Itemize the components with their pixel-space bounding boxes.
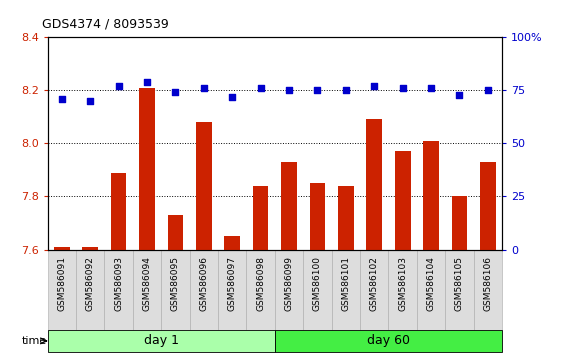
Bar <box>82 247 98 250</box>
Bar <box>133 250 162 330</box>
Bar <box>76 250 104 330</box>
Bar <box>196 122 211 250</box>
Text: GSM586098: GSM586098 <box>256 256 265 311</box>
Bar <box>366 120 382 250</box>
Point <box>313 87 322 93</box>
Point <box>342 87 351 93</box>
Bar <box>445 250 473 330</box>
Bar <box>424 141 439 250</box>
Bar <box>275 250 304 330</box>
Bar <box>48 250 76 330</box>
Bar <box>338 186 353 250</box>
Point <box>114 83 123 89</box>
Text: GSM586095: GSM586095 <box>171 256 180 311</box>
Text: GSM586092: GSM586092 <box>86 256 95 311</box>
Bar <box>417 250 445 330</box>
Point <box>57 96 66 102</box>
Text: GSM586104: GSM586104 <box>426 256 435 311</box>
Text: GSM586101: GSM586101 <box>342 256 351 311</box>
Point <box>370 83 379 89</box>
Text: GSM586106: GSM586106 <box>484 256 493 311</box>
Point <box>199 85 208 91</box>
Bar <box>190 250 218 330</box>
Text: GSM586099: GSM586099 <box>284 256 293 311</box>
Bar <box>104 250 133 330</box>
Bar <box>452 196 467 250</box>
Point <box>142 79 151 85</box>
Bar <box>480 162 496 250</box>
Point <box>86 98 95 104</box>
Text: GSM586091: GSM586091 <box>57 256 66 311</box>
Bar <box>48 330 275 352</box>
Point <box>284 87 293 93</box>
Point <box>171 90 180 95</box>
Point <box>455 92 464 97</box>
Point <box>228 94 237 99</box>
Text: day 1: day 1 <box>144 335 179 347</box>
Text: GSM586100: GSM586100 <box>313 256 322 311</box>
Bar <box>139 87 155 250</box>
Text: day 60: day 60 <box>367 335 410 347</box>
Bar <box>218 250 246 330</box>
Bar <box>168 215 183 250</box>
Point <box>426 85 435 91</box>
Text: GDS4374 / 8093539: GDS4374 / 8093539 <box>42 17 169 30</box>
Bar <box>275 330 502 352</box>
Bar <box>473 250 502 330</box>
Text: GSM586105: GSM586105 <box>455 256 464 311</box>
Point <box>484 87 493 93</box>
Text: GSM586093: GSM586093 <box>114 256 123 311</box>
Bar <box>54 247 70 250</box>
Bar <box>246 250 275 330</box>
Text: GSM586097: GSM586097 <box>228 256 237 311</box>
Point <box>398 85 407 91</box>
Text: time: time <box>22 336 47 346</box>
Bar <box>253 186 269 250</box>
Bar <box>304 250 332 330</box>
Bar <box>224 236 240 250</box>
Bar <box>332 250 360 330</box>
Bar <box>360 250 388 330</box>
Text: GSM586094: GSM586094 <box>142 256 151 311</box>
Bar <box>111 172 126 250</box>
Bar <box>388 250 417 330</box>
Text: GSM586096: GSM586096 <box>199 256 208 311</box>
Bar <box>162 250 190 330</box>
Bar <box>395 152 411 250</box>
Bar <box>310 183 325 250</box>
Bar <box>281 162 297 250</box>
Point <box>256 85 265 91</box>
Text: GSM586103: GSM586103 <box>398 256 407 311</box>
Text: GSM586102: GSM586102 <box>370 256 379 311</box>
